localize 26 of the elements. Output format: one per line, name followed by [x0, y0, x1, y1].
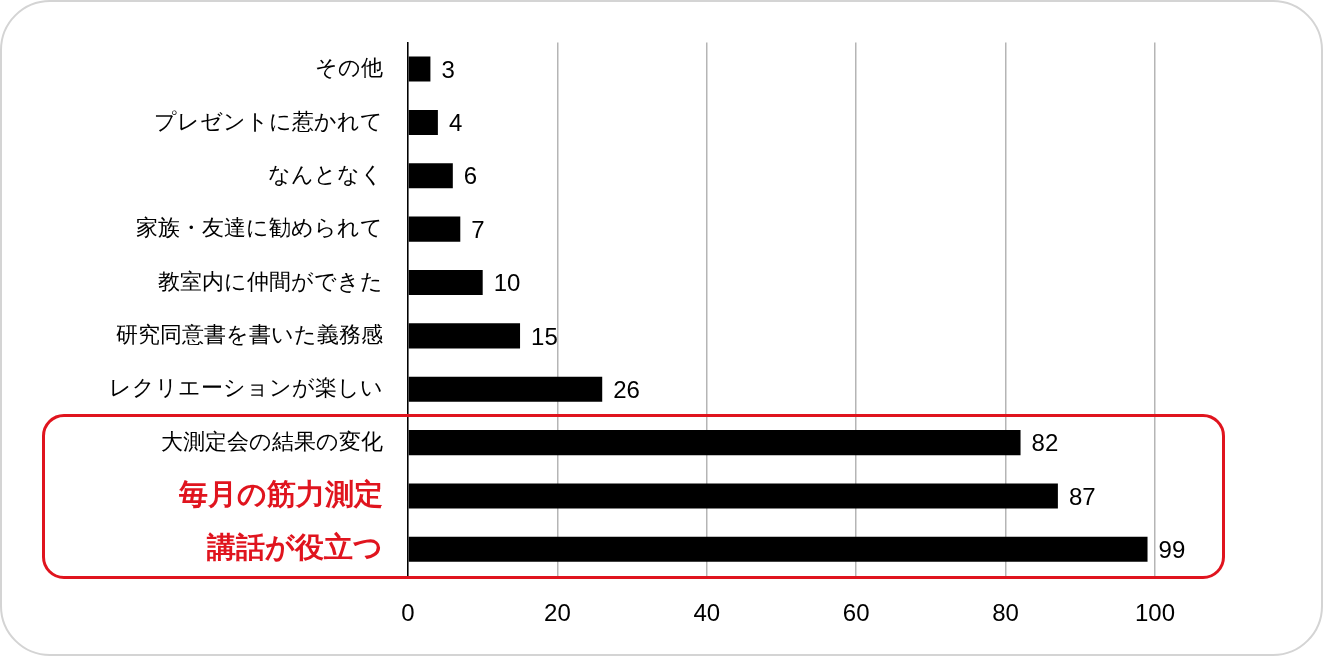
- y-tick-label: プレゼントに惹かれて: [154, 108, 383, 134]
- data-label: 4: [448, 109, 463, 137]
- y-tick-label: その他: [315, 55, 383, 81]
- data-label: 6: [463, 162, 478, 190]
- y-tick-label: なんとなく: [268, 161, 383, 187]
- x-tick-label: 100: [1134, 599, 1176, 627]
- x-tick-label: 20: [544, 599, 571, 627]
- y-tick-label: 大測定会の結果の変化: [161, 428, 383, 454]
- data-label: 15: [531, 322, 558, 350]
- data-label: 7: [471, 215, 485, 243]
- y-tick-label: レクリエーションが楽しい: [109, 375, 383, 401]
- data-label: 26: [613, 375, 640, 403]
- data-label: 87: [1068, 482, 1096, 510]
- y-tick-label: 講話が役立つ: [206, 531, 383, 564]
- x-tick-label: 0: [401, 599, 415, 627]
- y-tick-label: 家族・友達に勧められて: [136, 215, 383, 241]
- x-tick-label: 40: [693, 599, 721, 627]
- data-label: 99: [1158, 535, 1186, 563]
- data-label: 82: [1031, 429, 1059, 457]
- x-tick-label: 60: [842, 599, 870, 627]
- data-label: 10: [493, 269, 521, 297]
- x-tick-label: 80: [992, 599, 1019, 627]
- y-tick-label: 毎月の筋力測定: [178, 477, 383, 510]
- data-label: 3: [441, 55, 455, 83]
- y-tick-label: 教室内に仲間ができた: [158, 268, 383, 294]
- y-tick-label: 研究同意書を書いた義務感: [116, 321, 383, 347]
